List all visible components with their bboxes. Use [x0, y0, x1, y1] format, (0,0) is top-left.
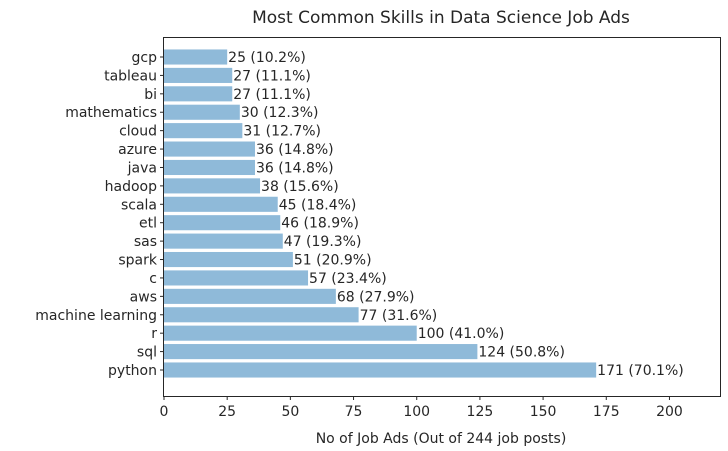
y-tick-label: python — [108, 363, 157, 379]
data-label: 77 (31.6%) — [360, 308, 438, 324]
data-label: 31 (12.7%) — [243, 124, 321, 140]
y-tick-label: sas — [134, 234, 157, 250]
data-label: 100 (41.0%) — [418, 326, 505, 342]
bar-hadoop — [164, 178, 261, 194]
bar-r — [164, 325, 417, 341]
y-tick-label: scala — [121, 197, 157, 213]
data-label: 36 (14.8%) — [256, 142, 334, 158]
x-tick-label: 200 — [656, 404, 683, 420]
bar-scala — [164, 196, 278, 212]
bar-java — [164, 159, 255, 176]
y-tick-label: spark — [118, 253, 158, 269]
y-tick-label: mathematics — [65, 105, 157, 121]
y-axis: python sql r machine learning aws c spark sas et… — [35, 50, 164, 379]
y-tick-label: cloud — [119, 124, 157, 140]
y-tick-label: r — [151, 326, 157, 342]
bar-azure — [164, 141, 255, 157]
data-labels: 171 (70.1%) 124 (50.8%) 100 (41.0%) 77 (31.… — [228, 50, 684, 379]
x-tick-label: 25 — [218, 404, 236, 420]
data-label: 57 (23.4%) — [309, 271, 387, 287]
y-tick-label: java — [127, 160, 157, 176]
bar-sas — [164, 233, 283, 249]
bar-mathematics — [164, 104, 240, 120]
chart-title: Most Common Skills in Data Science Job A… — [252, 8, 630, 28]
bars-layer — [164, 49, 597, 378]
bar-bi — [164, 86, 233, 102]
y-tick-label: c — [149, 271, 157, 287]
data-label: 25 (10.2%) — [228, 50, 306, 66]
bar-spark — [164, 251, 293, 268]
bar-aws — [164, 288, 336, 304]
bar-python — [164, 362, 597, 378]
y-tick-label: bi — [144, 87, 157, 103]
data-label: 27 (11.1%) — [233, 68, 311, 84]
bar-machine-learning — [164, 307, 359, 323]
x-tick-label: 75 — [345, 404, 363, 420]
bar-cloud — [164, 123, 243, 139]
y-tick-label: gcp — [132, 50, 158, 66]
x-tick-label: 100 — [403, 404, 430, 420]
data-label: 45 (18.4%) — [279, 197, 357, 213]
x-axis-label: No of Job Ads (Out of 244 job posts) — [316, 431, 567, 447]
bar-c — [164, 270, 309, 286]
y-tick-label: machine learning — [35, 308, 157, 324]
y-tick-label: hadoop — [105, 179, 157, 195]
bar-sql — [164, 344, 478, 360]
bar-gcp — [164, 49, 228, 65]
bar-etl — [164, 215, 281, 231]
data-label: 30 (12.3%) — [241, 105, 319, 121]
x-tick-label: 0 — [160, 404, 169, 420]
y-tick-label: azure — [118, 142, 157, 158]
y-tick-label: tableau — [104, 68, 157, 84]
x-axis: 0 25 50 75 100 125 150 175 200 — [160, 396, 683, 420]
y-tick-label: aws — [130, 289, 157, 305]
x-tick-label: 150 — [530, 404, 557, 420]
data-label: 38 (15.6%) — [261, 179, 339, 195]
data-label: 36 (14.8%) — [256, 160, 334, 176]
data-label: 46 (18.9%) — [281, 216, 359, 232]
x-tick-label: 125 — [467, 404, 494, 420]
data-label: 51 (20.9%) — [294, 253, 372, 269]
y-tick-label: sql — [137, 345, 157, 361]
data-label: 124 (50.8%) — [478, 345, 565, 361]
data-label: 27 (11.1%) — [233, 87, 311, 103]
y-tick-label: etl — [139, 216, 157, 232]
x-tick-label: 175 — [593, 404, 620, 420]
data-label: 68 (27.9%) — [337, 289, 415, 305]
bar-tableau — [164, 67, 233, 83]
x-tick-label: 50 — [281, 404, 299, 420]
plot-frame — [163, 37, 721, 397]
data-label: 171 (70.1%) — [597, 363, 684, 379]
data-label: 47 (19.3%) — [284, 234, 362, 250]
